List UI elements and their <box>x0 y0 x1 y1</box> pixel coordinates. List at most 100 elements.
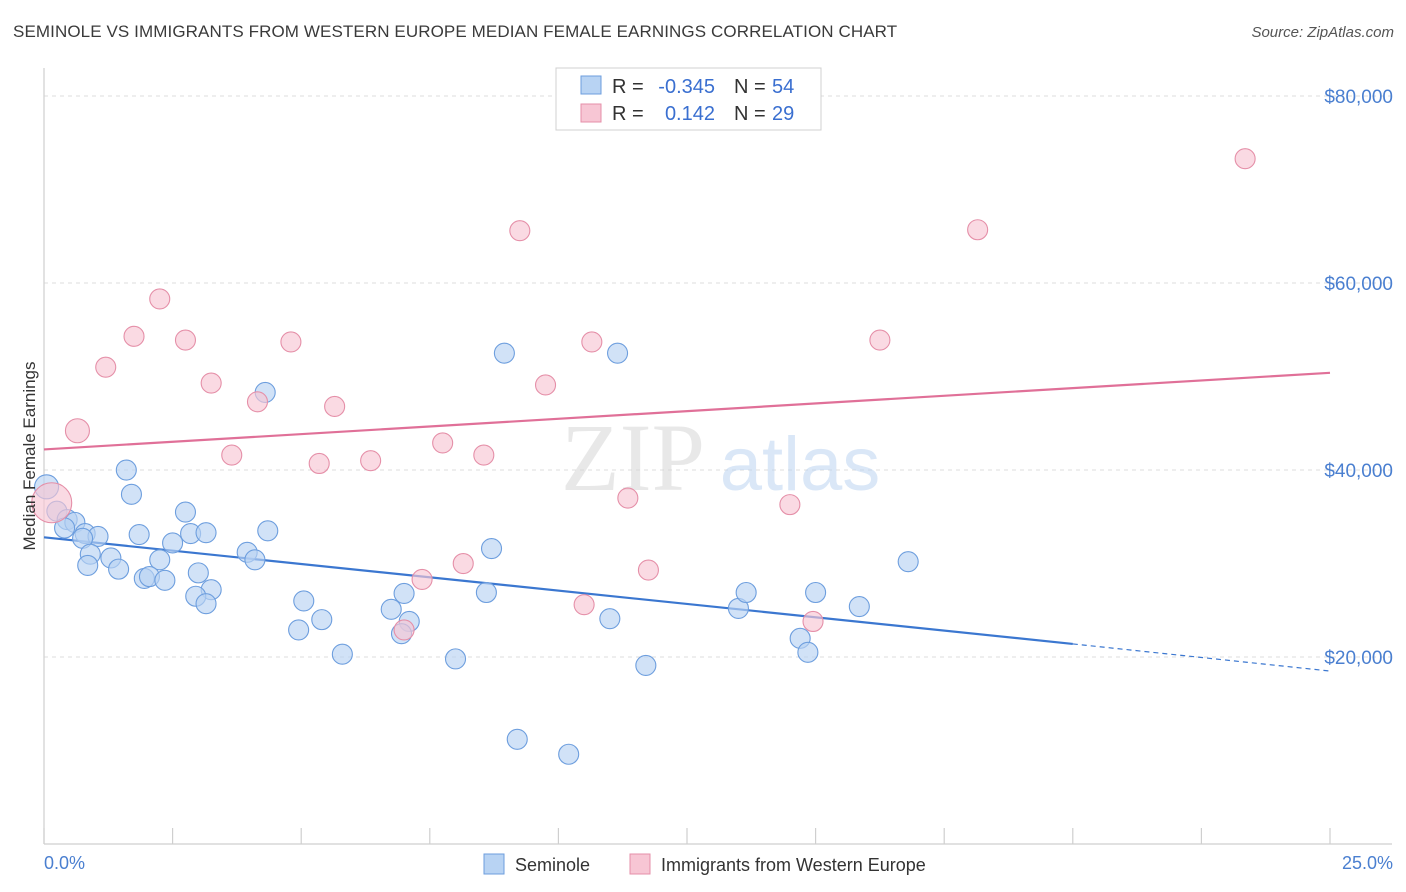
point-immigrants <box>221 444 243 466</box>
point-immigrants <box>581 331 603 353</box>
point-seminole <box>149 549 171 571</box>
point-immigrants <box>200 372 222 394</box>
stats-legend: R = -0.345 N = 54 R = 0.142 N = 29 <box>555 67 822 131</box>
point-immigrants <box>637 559 659 581</box>
chart-title: SEMINOLE VS IMMIGRANTS FROM WESTERN EURO… <box>13 22 898 41</box>
trend-line-seminole <box>43 536 1073 646</box>
point-immigrants <box>573 594 595 616</box>
stats-n-label-blue: N = <box>734 76 766 98</box>
point-seminole <box>848 595 870 618</box>
stats-legend-swatch-pink <box>580 103 602 123</box>
point-immigrants <box>95 356 117 378</box>
stats-n-value-blue: 54 <box>772 76 794 98</box>
point-seminole <box>797 641 819 663</box>
bottom-legend: Seminole Immigrants from Western Europe <box>483 853 926 875</box>
point-seminole <box>195 522 217 544</box>
point-immigrants <box>473 444 495 466</box>
point-seminole <box>380 598 402 620</box>
point-seminole <box>735 581 757 604</box>
data-points <box>31 148 1256 765</box>
point-immigrants <box>869 329 891 351</box>
watermark: ZIP atlas <box>561 404 880 511</box>
point-seminole <box>599 608 621 630</box>
point-immigrants <box>31 482 73 524</box>
trend-line-immigrants <box>43 371 1331 451</box>
legend-swatch-immigrants <box>629 853 651 875</box>
stats-legend-swatch-blue <box>580 75 602 95</box>
stats-n-label-pink: N = <box>734 103 766 125</box>
point-seminole <box>187 562 209 584</box>
point-seminole <box>293 590 315 612</box>
y-tick-label: $80,000 <box>1324 87 1393 108</box>
point-immigrants <box>509 220 531 242</box>
point-immigrants <box>149 288 171 310</box>
point-seminole <box>162 532 184 554</box>
y-tick-labels: $20,000 $40,000 $60,000 $80,000 <box>1324 87 1393 669</box>
point-seminole <box>480 538 503 560</box>
gridlines <box>44 95 1392 658</box>
point-immigrants <box>411 568 433 590</box>
point-seminole <box>444 648 467 670</box>
point-seminole <box>128 523 150 546</box>
point-seminole <box>174 501 197 523</box>
point-seminole <box>244 549 266 571</box>
point-seminole <box>635 654 657 676</box>
point-seminole <box>77 554 99 576</box>
point-seminole <box>288 619 310 641</box>
point-seminole <box>195 593 217 615</box>
legend-label-immigrants: Immigrants from Western Europe <box>661 855 926 875</box>
point-seminole <box>115 459 137 481</box>
trend-line-seminole-extension <box>1072 643 1331 672</box>
point-immigrants <box>967 219 989 241</box>
point-seminole <box>493 342 515 364</box>
point-seminole <box>108 558 130 580</box>
point-immigrants <box>432 432 454 454</box>
point-seminole <box>311 609 333 631</box>
point-seminole <box>805 581 827 604</box>
stats-n-value-pink: 29 <box>772 103 794 125</box>
y-tick-label: $60,000 <box>1324 274 1393 295</box>
point-immigrants <box>802 610 824 633</box>
stats-r-label-pink: R = <box>612 103 644 125</box>
source-label: Source: ZipAtlas.com <box>1251 24 1394 41</box>
point-immigrants <box>246 391 269 413</box>
y-tick-label: $20,000 <box>1324 648 1393 669</box>
point-immigrants <box>534 374 557 396</box>
x-tick-labels: 0.0% 25.0% <box>44 853 1393 873</box>
point-seminole <box>257 520 279 542</box>
point-immigrants <box>779 494 801 516</box>
point-immigrants <box>393 619 415 641</box>
point-immigrants <box>360 450 382 472</box>
point-seminole <box>475 581 497 604</box>
stats-r-value-pink: 0.142 <box>665 103 715 125</box>
trend-lines <box>43 371 1331 672</box>
point-seminole <box>120 483 142 505</box>
point-immigrants <box>452 552 474 575</box>
watermark-atlas: atlas <box>720 422 881 507</box>
point-seminole <box>558 743 580 765</box>
point-seminole <box>607 342 629 364</box>
point-immigrants <box>64 418 90 444</box>
y-tick-label: $40,000 <box>1324 461 1393 482</box>
y-axis-title: Median Female Earnings <box>20 362 39 551</box>
stats-r-value-blue: -0.345 <box>658 76 715 98</box>
point-seminole <box>154 569 176 591</box>
legend-label-seminole: Seminole <box>515 855 590 875</box>
point-immigrants <box>308 452 330 475</box>
point-immigrants <box>1234 148 1256 170</box>
legend-swatch-seminole <box>483 853 505 875</box>
point-seminole <box>331 643 353 665</box>
point-immigrants <box>123 325 145 347</box>
point-seminole <box>393 582 415 604</box>
point-immigrants <box>324 395 346 417</box>
axes <box>43 68 1392 845</box>
point-seminole <box>506 728 528 750</box>
point-immigrants <box>617 487 639 509</box>
point-immigrants <box>174 329 197 351</box>
stats-r-label-blue: R = <box>612 76 644 98</box>
x-tick-label: 25.0% <box>1342 853 1393 873</box>
point-immigrants <box>280 331 302 353</box>
x-tick-label: 0.0% <box>44 853 85 873</box>
point-seminole <box>897 551 919 573</box>
